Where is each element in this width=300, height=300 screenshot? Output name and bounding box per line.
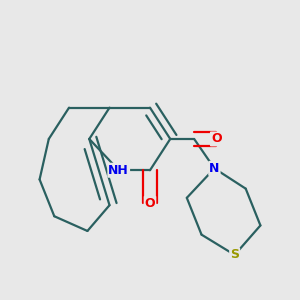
Text: N: N [209, 162, 220, 175]
Text: NH: NH [108, 164, 129, 177]
Text: S: S [230, 248, 239, 261]
Text: O: O [211, 133, 222, 146]
Text: O: O [145, 197, 155, 210]
